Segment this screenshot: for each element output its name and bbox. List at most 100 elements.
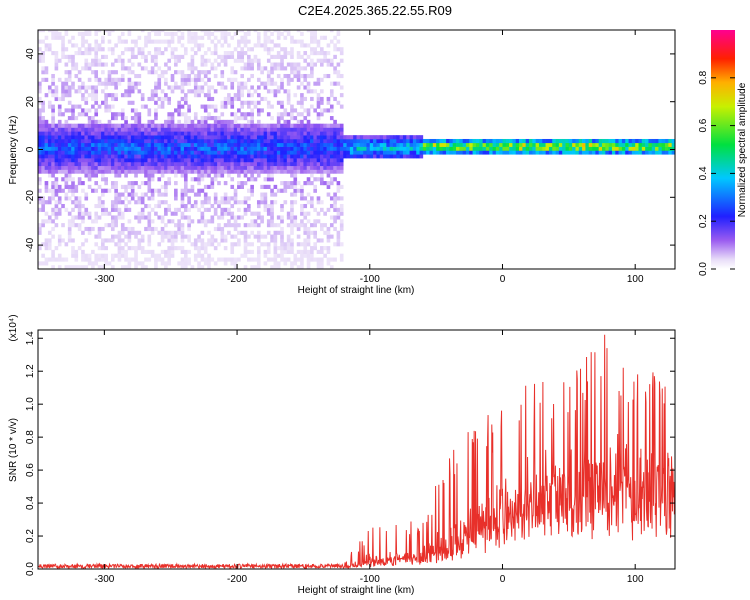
heatmap-cell	[263, 43, 268, 48]
heatmap-cell	[253, 123, 258, 128]
heatmap-cell	[41, 203, 45, 209]
heatmap-cell	[164, 158, 168, 163]
heatmap-cell	[260, 66, 264, 71]
heatmap-cell	[137, 215, 142, 220]
heatmap-cell	[217, 135, 221, 140]
heatmap-cell	[329, 30, 334, 33]
heatmap-cell	[144, 161, 148, 167]
heatmap-cell	[150, 135, 155, 140]
heatmap-cell	[187, 226, 191, 232]
heatmap-cell	[436, 142, 440, 147]
heatmap-cell	[157, 169, 162, 174]
heatmap-cell	[651, 138, 656, 144]
heatmap-cell	[41, 146, 45, 151]
heatmap-cell	[300, 39, 304, 44]
heatmap-cell	[140, 158, 145, 163]
heatmap-cell	[134, 108, 138, 113]
heatmap-cell	[107, 161, 112, 167]
heatmap-cell	[243, 43, 248, 48]
heatmap-cell	[300, 127, 304, 132]
heatmap-cell	[260, 165, 264, 170]
heatmap-cell	[223, 35, 228, 40]
heatmap-cell	[81, 142, 85, 147]
heatmap-cell	[54, 188, 59, 193]
heatmap-cell	[190, 62, 195, 67]
heatmap-cell	[47, 257, 52, 262]
heatmap-cell	[316, 200, 321, 205]
heatmap-cell	[436, 146, 440, 151]
heatmap-cell	[230, 150, 235, 155]
heatmap-cell	[124, 131, 128, 136]
heatmap-cell	[57, 234, 62, 239]
heatmap-cell	[87, 230, 92, 235]
heatmap-cell	[74, 203, 79, 209]
heatmap-cell	[124, 93, 128, 98]
heatmap-cell	[200, 158, 205, 163]
heatmap-cell	[187, 188, 191, 193]
x-tick-label: -200	[227, 274, 247, 285]
heatmap-cell	[525, 142, 530, 147]
heatmap-cell	[61, 81, 65, 86]
heatmap-cell	[177, 35, 181, 40]
heatmap-cell	[283, 135, 288, 140]
heatmap-cell	[94, 43, 99, 48]
heatmap-cell	[87, 158, 92, 163]
heatmap-cell	[51, 150, 55, 155]
heatmap-cell	[247, 112, 251, 117]
heatmap-cell	[140, 165, 145, 170]
heatmap-cell	[270, 207, 274, 212]
heatmap-cell	[293, 253, 298, 258]
heatmap-cell	[333, 54, 337, 59]
heatmap-cell	[117, 154, 122, 159]
heatmap-cell	[256, 249, 261, 254]
heatmap-cell	[91, 104, 95, 109]
heatmap-cell	[61, 112, 65, 117]
heatmap-cell	[114, 173, 118, 178]
heatmap-cell	[217, 257, 221, 262]
heatmap-cell	[67, 154, 72, 159]
heatmap-cell	[290, 154, 294, 159]
heatmap-cell	[223, 100, 228, 105]
heatmap-cell	[180, 265, 185, 269]
heatmap-cell	[67, 165, 72, 170]
heatmap-cell	[183, 123, 188, 128]
heatmap-cell	[306, 200, 311, 205]
heatmap-cell	[336, 150, 341, 155]
heatmap-cell	[253, 161, 258, 167]
heatmap-cell	[233, 77, 238, 82]
heatmap-cell	[213, 226, 218, 232]
heatmap-cell	[174, 47, 178, 52]
heatmap-cell	[94, 119, 99, 124]
heatmap-cell	[283, 246, 288, 251]
heatmap-cell	[207, 58, 211, 63]
heatmap-cell	[339, 150, 344, 155]
heatmap-cell	[290, 47, 294, 52]
heatmap-cell	[237, 150, 241, 155]
heatmap-cell	[147, 203, 152, 209]
heatmap-cell	[296, 242, 301, 247]
heatmap-cell	[97, 138, 102, 144]
heatmap-cell	[220, 138, 225, 144]
heatmap-cell	[117, 123, 122, 128]
heatmap-cell	[446, 150, 450, 155]
heatmap-cell	[353, 146, 357, 151]
heatmap-cell	[77, 135, 82, 140]
heatmap-cell	[356, 146, 361, 151]
heatmap-cell	[210, 116, 215, 121]
heatmap-cell	[300, 184, 304, 189]
heatmap-cell	[130, 161, 135, 167]
heatmap-cell	[57, 123, 62, 128]
heatmap-cell	[38, 230, 42, 235]
heatmap-cell	[538, 142, 543, 147]
heatmap-cell	[635, 150, 639, 155]
heatmap-cell	[280, 66, 284, 71]
heatmap-cell	[47, 196, 52, 201]
heatmap-cell	[38, 108, 42, 113]
heatmap-cell	[422, 150, 427, 155]
heatmap-cell	[183, 119, 188, 124]
heatmap-cell	[339, 154, 344, 159]
heatmap-cell	[426, 138, 430, 144]
heatmap-cell	[210, 219, 215, 224]
heatmap-cell	[71, 127, 75, 132]
heatmap-cell	[193, 116, 198, 121]
